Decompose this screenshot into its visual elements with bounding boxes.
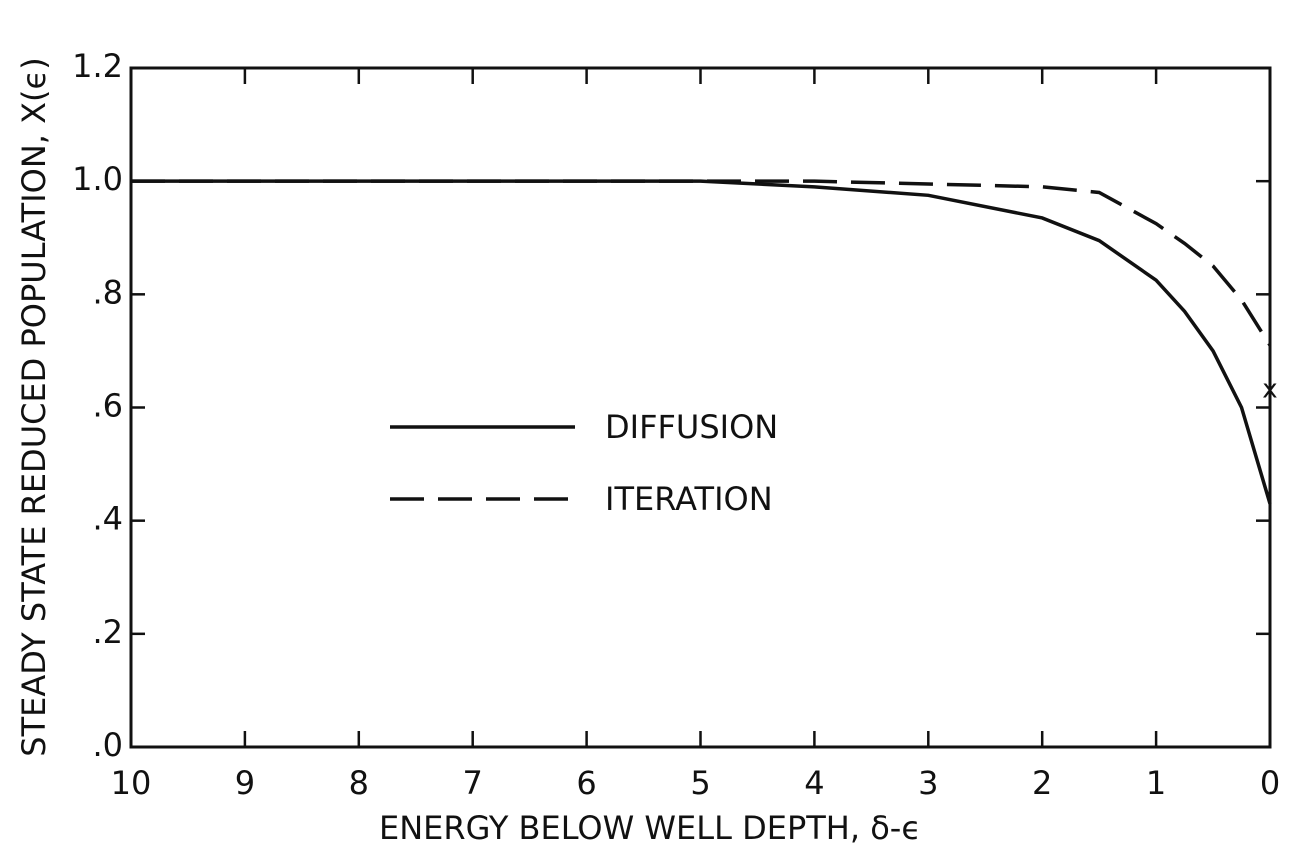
annotation: x [1262, 375, 1277, 405]
series-line [131, 179, 1272, 505]
y-tick-label: .6 [92, 387, 123, 425]
x-tick-label: 8 [349, 764, 369, 802]
x-tick-label: 6 [576, 764, 596, 802]
x-tick-label: 5 [690, 764, 710, 802]
legend-label: DIFFUSION [605, 408, 778, 446]
series-line [131, 179, 1272, 347]
y-tick-label: .2 [92, 613, 123, 651]
x-tick-label: 3 [918, 764, 938, 802]
y-tick-label: .4 [92, 500, 123, 538]
legend-label: ITERATION [605, 480, 773, 518]
y-tick-label: 1.0 [72, 160, 123, 198]
x-tick-label: 10 [111, 764, 152, 802]
x-tick-label: 0 [1260, 764, 1280, 802]
y-tick-label: .8 [92, 273, 123, 311]
y-tick-label: 1.2 [72, 47, 123, 85]
x-tick-label: 1 [1146, 764, 1166, 802]
x-axis-label: ENERGY BELOW WELL DEPTH, δ-ϵ [379, 809, 921, 847]
x-tick-label: 4 [804, 764, 824, 802]
y-axis-label: STEADY STATE REDUCED POPULATION, X(ϵ) [15, 57, 53, 756]
x-tick-label: 9 [235, 764, 255, 802]
y-tick-label: .0 [92, 726, 123, 764]
x-tick-label: 7 [463, 764, 483, 802]
x-tick-label: 2 [1032, 764, 1052, 802]
